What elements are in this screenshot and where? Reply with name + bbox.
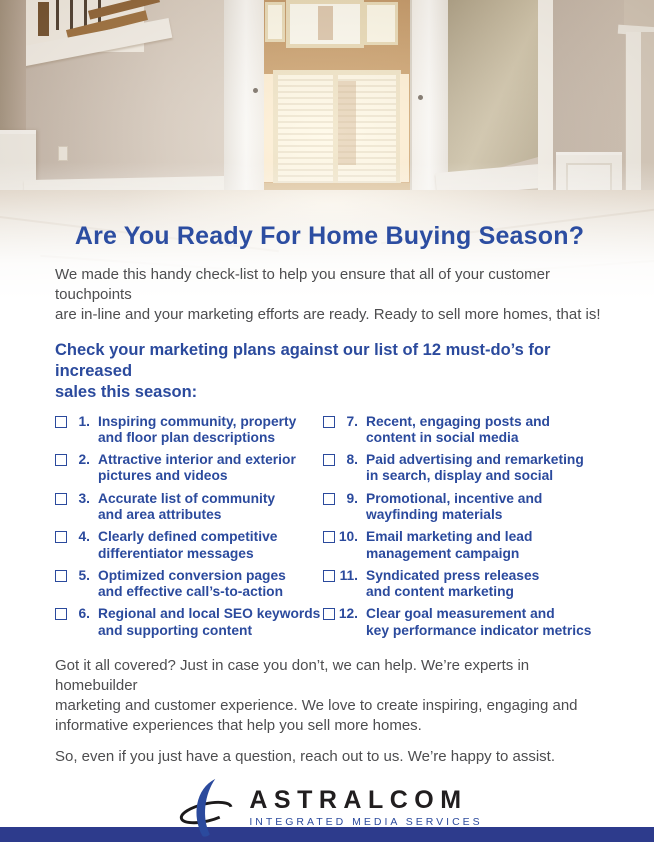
intro-paragraph: We made this handy check-list to help yo… [55,266,601,323]
checklist-item: 1. Inspiring community, property and flo… [55,414,323,447]
checklist-item: 8. Paid advertising and remarketing in s… [323,452,604,485]
checkbox-icon [55,531,67,544]
item-text: Attractive interior and exterior picture… [98,452,296,484]
astralcom-logo-icon [180,778,233,837]
page-title: Are You Ready For Home Buying Season? [74,222,585,250]
footer-bar [0,827,654,842]
checklist-item: 4. Clearly defined competitive different… [55,529,323,562]
checkbox-icon [55,492,67,505]
checkbox-icon [323,569,335,582]
item-number: 10. [338,529,358,545]
checkbox-icon [323,608,335,621]
item-number: 3. [78,490,90,506]
item-text: Optimized conversion pages and effective… [98,567,286,600]
checkbox-icon [323,492,335,505]
item-text: Syndicated press releases and content ma… [366,567,540,600]
checkbox-icon [55,608,67,621]
assist-paragraph: So, even if you just have a question, re… [55,747,556,765]
checklist-item: 5. Optimized conversion pages and effect… [55,568,323,601]
checklist-item: 7. Recent, engaging posts and content in… [323,414,604,447]
item-text: Accurate list of community and area attr… [98,490,276,522]
item-number: 7. [346,413,358,429]
logo-wordmark: ASTRALCOM [249,785,468,814]
checkbox-icon [323,454,335,467]
checklist-column-right: 7. Recent, engaging posts and content in… [323,414,604,645]
section-subhead: Check your marketing plans against our l… [55,340,551,401]
checklist-item: 9. Promotional, incentive and wayfinding… [323,491,604,524]
item-number: 8. [346,452,358,468]
closing-paragraph: Got it all covered? Just in case you don… [55,656,578,734]
logo-row: ASTRALCOM INTEGRATED MEDIA SERVICES [55,778,604,838]
item-number: 1. [78,413,90,429]
item-number: 11. [339,567,358,583]
item-number: 5. [78,567,90,583]
item-text: Email marketing and lead management camp… [366,529,533,561]
checkbox-icon [323,415,335,428]
checklist-item: 10. Email marketing and lead management … [323,529,604,562]
checklist-item: 3. Accurate list of community and area a… [55,491,323,524]
logo-text: ASTRALCOM INTEGRATED MEDIA SERVICES [249,785,483,829]
item-text: Clear goal measurement and key performan… [366,606,592,638]
checklist-column-left: 1. Inspiring community, property and flo… [55,414,323,645]
hero-photo [0,0,654,300]
logo-tagline: INTEGRATED MEDIA SERVICES [249,816,483,829]
item-text: Paid advertising and remarketing in sear… [366,452,584,484]
item-text: Clearly defined competitive differentiat… [98,529,278,561]
checklist-item: 2. Attractive interior and exterior pict… [55,452,323,485]
photo-fade [0,0,654,300]
checkbox-icon [55,454,67,467]
item-text: Promotional, incentive and wayfinding ma… [366,490,543,522]
checkbox-icon [323,531,335,544]
item-number: 2. [78,452,90,468]
item-number: 12. [338,606,358,622]
item-number: 4. [78,529,90,545]
checklist-item: 12. Clear goal measurement and key perfo… [323,606,604,639]
logo-block: ASTRALCOM INTEGRATED MEDIA SERVICES WEB … [55,778,604,842]
item-text: Regional and local SEO keywords and supp… [98,606,321,638]
checklist-item: 11. Syndicated press releases and conten… [323,568,604,601]
item-number: 6. [78,606,90,622]
checklist: 1. Inspiring community, property and flo… [55,414,604,645]
checkbox-icon [55,415,67,428]
item-text: Inspiring community, property and floor … [98,413,297,445]
item-text: Recent, engaging posts and content in so… [366,413,550,445]
checklist-item: 6. Regional and local SEO keywords and s… [55,606,323,639]
checkbox-icon [55,569,67,582]
item-number: 9. [346,490,358,506]
